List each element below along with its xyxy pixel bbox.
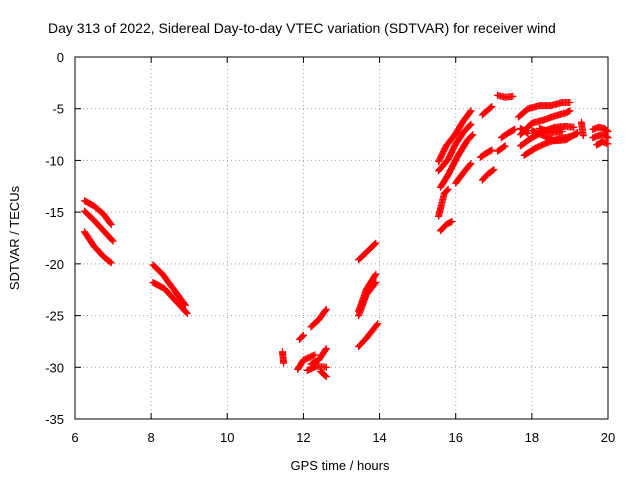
data-point-marks xyxy=(303,362,330,374)
data-track xyxy=(435,185,452,220)
data-track xyxy=(355,279,380,320)
data-point-marks xyxy=(497,125,519,142)
data-point-marks xyxy=(577,118,587,140)
x-tick-label: 14 xyxy=(372,430,386,445)
data-point-marks xyxy=(81,197,115,229)
y-tick-label: -10 xyxy=(45,153,64,168)
data-track xyxy=(494,91,517,101)
data-track xyxy=(303,362,330,374)
data-point-marks xyxy=(589,131,612,142)
data-point-marks xyxy=(355,279,380,320)
data-point-marks xyxy=(589,123,612,135)
data-point-marks xyxy=(478,103,496,119)
data-track xyxy=(494,142,509,155)
data-point-marks xyxy=(355,320,382,351)
data-point-marks xyxy=(149,261,189,309)
x-axis: 6 8 10 12 14 16 18 20 xyxy=(71,57,615,445)
data-point-marks xyxy=(279,348,288,367)
plot-frame xyxy=(74,56,609,420)
data-point-marks xyxy=(317,367,330,381)
data-point-marks xyxy=(435,120,475,175)
data-point-marks xyxy=(452,160,475,187)
x-axis-label: GPS time / hours xyxy=(291,458,390,473)
data-track xyxy=(149,279,191,317)
data-point-marks xyxy=(81,207,117,245)
x-tick-label: 16 xyxy=(448,430,462,445)
data-track xyxy=(307,345,330,368)
y-axis-label: SDTVAR / TECUs xyxy=(7,185,22,290)
data-track xyxy=(477,146,496,161)
data-point-marks xyxy=(307,305,330,331)
data-point-marks xyxy=(528,126,581,145)
x-tick-label: 12 xyxy=(296,430,310,445)
data-track xyxy=(355,320,382,351)
data-track xyxy=(593,138,612,149)
data-point-marks xyxy=(294,351,319,373)
data-track xyxy=(577,118,587,140)
data-track xyxy=(437,131,477,191)
data-track xyxy=(536,124,566,136)
y-tick-label: -15 xyxy=(45,205,64,220)
data-track xyxy=(452,160,475,187)
data-track xyxy=(317,367,330,381)
data-track xyxy=(435,107,475,165)
data-point-marks xyxy=(307,345,330,368)
data-point-marks xyxy=(435,185,452,220)
data-point-marks xyxy=(494,91,517,101)
data-marks xyxy=(81,91,612,381)
data-point-marks xyxy=(435,107,475,165)
x-tick-label: 18 xyxy=(525,430,539,445)
data-point-marks xyxy=(593,138,612,149)
data-point-marks xyxy=(437,131,477,191)
y-axis: 0 -5 -10 -15 -20 -25 -30 -35 xyxy=(45,50,608,427)
y-tick-label: 0 xyxy=(57,50,64,65)
data-point-marks xyxy=(516,124,532,137)
data-point-marks xyxy=(355,239,380,264)
data-track xyxy=(81,228,115,267)
data-track xyxy=(307,305,330,331)
data-track xyxy=(528,126,581,145)
grid-lines xyxy=(75,57,608,419)
data-track xyxy=(437,218,456,235)
data-track xyxy=(515,99,574,121)
x-tick-label: 6 xyxy=(71,430,78,445)
data-point-marks xyxy=(296,331,307,343)
x-tick-label: 20 xyxy=(601,430,615,445)
data-track xyxy=(589,123,612,135)
x-tick-label: 8 xyxy=(148,430,155,445)
data-track xyxy=(81,207,117,245)
y-tick-label: -5 xyxy=(52,102,64,117)
data-track xyxy=(296,331,307,343)
data-point-marks xyxy=(81,228,115,267)
data-point-marks xyxy=(515,99,574,121)
data-track xyxy=(478,103,496,119)
data-track xyxy=(81,197,115,229)
data-track xyxy=(149,261,189,309)
chart-title: Day 313 of 2022, Sidereal Day-to-day VTE… xyxy=(48,20,556,36)
data-point-marks xyxy=(477,146,496,161)
data-point-marks xyxy=(536,124,566,136)
data-point-marks xyxy=(478,166,498,184)
data-track xyxy=(279,348,288,367)
x-tick-label: 10 xyxy=(220,430,234,445)
data-point-marks xyxy=(494,142,509,155)
data-track xyxy=(355,239,380,264)
data-point-marks xyxy=(149,279,191,317)
data-track xyxy=(294,351,319,373)
y-tick-label: -20 xyxy=(45,257,64,272)
data-track xyxy=(516,124,532,137)
y-tick-label: -25 xyxy=(45,309,64,324)
data-track xyxy=(589,131,612,142)
y-tick-label: -35 xyxy=(45,412,64,427)
data-track xyxy=(497,125,519,142)
data-point-marks xyxy=(437,218,456,235)
y-tick-label: -30 xyxy=(45,360,64,375)
data-track xyxy=(478,166,498,184)
data-track xyxy=(435,120,475,175)
